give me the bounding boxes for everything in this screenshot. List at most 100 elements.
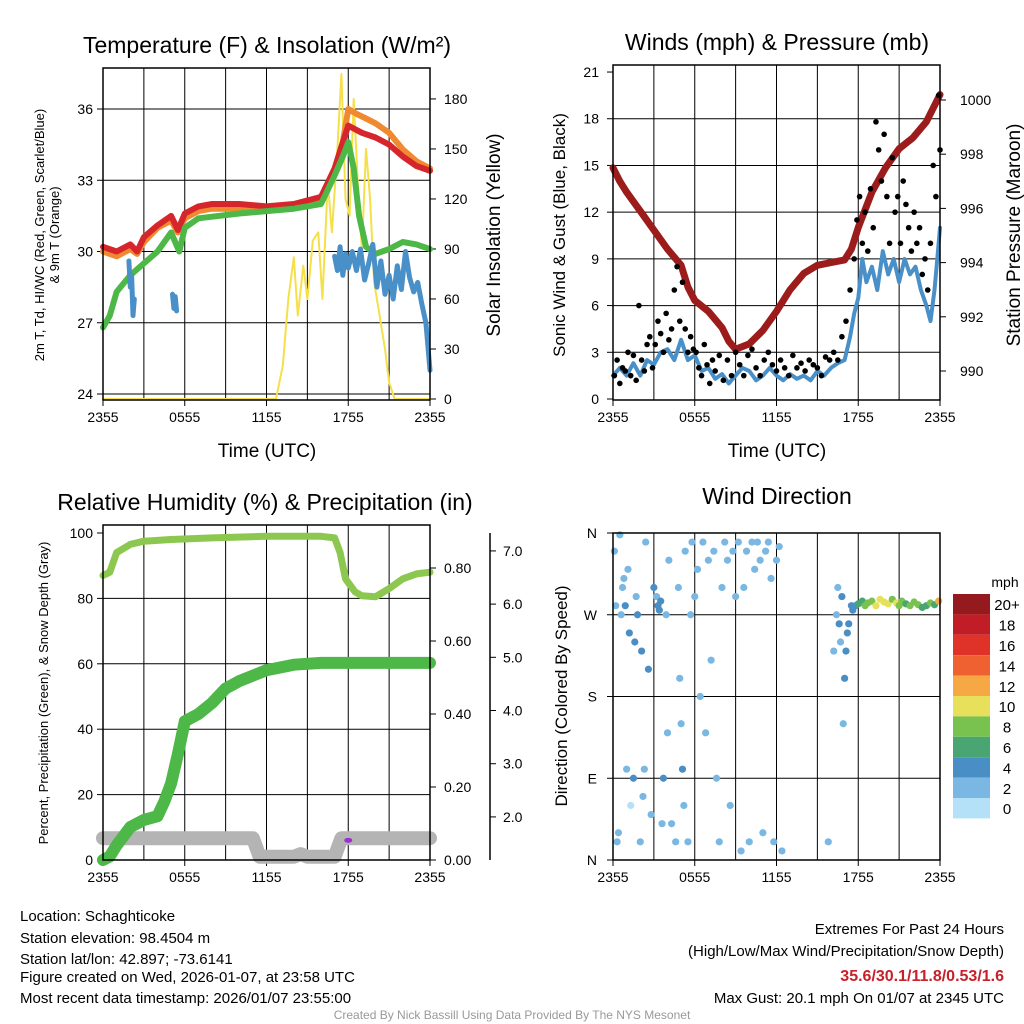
footer-elevation: Station elevation: 98.4504 m xyxy=(20,930,210,947)
wind-direction-point xyxy=(640,765,648,773)
wind-direction-point xyxy=(655,606,663,614)
y-tick-label: 30 xyxy=(77,244,93,260)
x-tick-label: 1755 xyxy=(843,409,874,425)
wind-direction-point xyxy=(772,556,781,564)
gust-point xyxy=(930,162,936,169)
gust-point xyxy=(916,224,923,231)
x-tick-label: 0555 xyxy=(679,869,710,885)
series-dewpoint-line xyxy=(100,139,433,331)
gust-point xyxy=(897,240,904,247)
gust-point xyxy=(704,361,710,368)
y-tick-label: 21 xyxy=(583,64,599,80)
gust-point xyxy=(633,377,639,384)
gust-point xyxy=(826,357,833,363)
wind-direction-point xyxy=(647,810,655,819)
series-hi-wc-line xyxy=(332,241,433,373)
gust-point xyxy=(894,193,901,200)
winds-chart: Winds (mph) & Pressure (mb) 2355 0555 1155 1… xyxy=(550,29,1024,462)
y2-tick-label: 998 xyxy=(960,146,984,162)
y-axis-label-line2: & 9m T (Orange) xyxy=(47,186,62,283)
wind-direction-point xyxy=(729,547,737,555)
y-tick-label: E xyxy=(588,770,597,786)
y2-tick-label: 60 xyxy=(444,291,460,307)
y-tick-label: W xyxy=(584,607,598,623)
gust-point xyxy=(864,248,871,254)
colorbar-label: 6 xyxy=(1003,740,1011,757)
x-tick-label: 1155 xyxy=(251,869,281,885)
y3-tick-label: 6.0 xyxy=(503,596,523,612)
gust-point xyxy=(732,349,739,356)
chart-title: Temperature (F) & Insolation (W/m²) xyxy=(83,32,451,58)
gust-point xyxy=(859,240,866,247)
x-tick-label: 1155 xyxy=(761,869,791,885)
x-tick-label: 1155 xyxy=(761,409,791,425)
gust-point xyxy=(818,372,825,379)
chart-title: Wind Direction xyxy=(702,483,852,509)
wind-direction-point xyxy=(693,565,702,573)
wind-direction-point xyxy=(632,592,640,601)
wind-direction-point xyxy=(721,538,729,546)
wind-direction-point xyxy=(718,583,726,592)
colorbar-label: 12 xyxy=(999,679,1016,696)
wind-direction-point xyxy=(612,602,620,610)
gust-point xyxy=(875,147,882,153)
colorbar-label: 4 xyxy=(1003,760,1011,777)
gust-point xyxy=(900,178,907,184)
gust-point xyxy=(638,357,645,363)
colorbar-swatch xyxy=(953,696,990,717)
marker-point xyxy=(344,837,353,843)
gust-point xyxy=(870,224,877,231)
wind-direction-point xyxy=(707,656,715,664)
wind-direction-point xyxy=(696,692,704,701)
chart-title: Winds (mph) & Pressure (mb) xyxy=(625,29,929,55)
y-axis-label-line1: 2m T, Td, HI/WC (Red, Green, Scarlet/Blu… xyxy=(32,109,47,361)
gust-point xyxy=(668,326,675,332)
plot-frame xyxy=(612,64,941,401)
credit: Created By Nick Bassill Using Data Provi… xyxy=(334,1008,691,1022)
gust-point xyxy=(709,357,716,363)
gust-point xyxy=(927,240,934,247)
gust-point xyxy=(644,341,650,348)
wind-direction-point xyxy=(620,574,628,583)
gust-point xyxy=(919,271,926,278)
gust-point xyxy=(839,333,845,340)
wind-direction-point xyxy=(726,801,734,810)
gust-point xyxy=(908,248,915,254)
series-hi-wc-line xyxy=(126,258,137,319)
gust-point xyxy=(810,361,817,368)
gust-point xyxy=(724,357,731,363)
y-axis-label: Direction (Colored By Speed) xyxy=(552,585,571,806)
wind-direction-point xyxy=(680,801,688,810)
gust-point xyxy=(806,357,812,363)
footer: Location: Schaghticoke Station elevation… xyxy=(20,908,1004,1022)
x-tick-label: 0555 xyxy=(169,869,200,885)
footer-latlon: Station lat/lon: 42.897; -73.6141 xyxy=(20,951,233,968)
gust-point xyxy=(835,357,841,363)
wind-direction-point xyxy=(676,674,684,682)
y2-tick-label: 0.00 xyxy=(444,852,471,868)
temperature-chart: Temperature (F) & Insolation (W/m²) 2355 0… xyxy=(32,32,505,462)
gust-point xyxy=(854,217,860,223)
wind-direction-point xyxy=(657,597,665,605)
wind-direction-point xyxy=(748,538,756,546)
gust-point xyxy=(674,263,680,270)
colorbar-swatch xyxy=(953,614,990,635)
gust-point xyxy=(794,365,800,371)
wind-direction-point xyxy=(684,838,692,846)
gust-point xyxy=(660,349,667,356)
gust-point xyxy=(741,372,747,379)
y-tick-label: 18 xyxy=(583,111,599,127)
gust-point xyxy=(933,193,939,200)
gust-point xyxy=(851,256,857,262)
extremes-title: Extremes For Past 24 Hours xyxy=(815,921,1004,938)
gust-point xyxy=(785,372,792,379)
gust-point xyxy=(652,341,659,348)
gust-point xyxy=(687,333,694,340)
gust-point xyxy=(773,368,780,374)
x-tick-label: 1755 xyxy=(333,409,364,425)
gust-point xyxy=(847,287,853,293)
y2-tick-label: 0.20 xyxy=(444,779,471,795)
wind-direction-point xyxy=(687,611,695,619)
